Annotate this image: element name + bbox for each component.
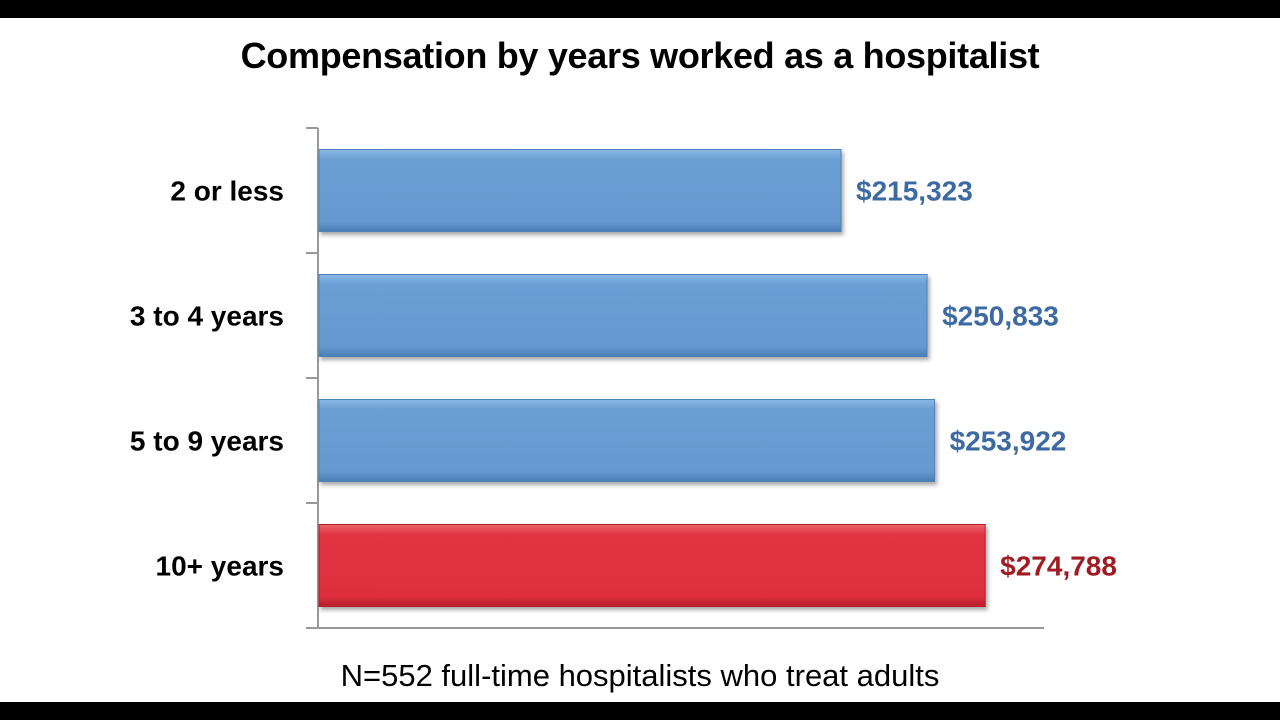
bar	[318, 274, 928, 357]
category-label: 10+ years	[156, 551, 284, 582]
labels: 2 or less $215,323 3 to 4 years $250,833 5 t…	[130, 176, 1117, 582]
bar	[318, 149, 842, 232]
data-label: $253,922	[950, 426, 1067, 457]
bars	[318, 149, 986, 607]
data-label: $250,833	[942, 301, 1059, 332]
category-label: 2 or less	[170, 176, 284, 207]
data-label: $274,788	[1000, 551, 1117, 582]
category-label: 3 to 4 years	[130, 301, 284, 332]
category-label: 5 to 9 years	[130, 426, 284, 457]
chart-title: Compensation by years worked as a hospit…	[240, 35, 1040, 76]
data-label: $215,323	[856, 176, 973, 207]
axes	[306, 127, 1044, 629]
bar	[318, 399, 936, 482]
sample-size-note: N=552 full-time hospitalists who treat a…	[340, 658, 940, 693]
bar	[318, 524, 986, 607]
slide: Compensation by years worked as a hospit…	[0, 18, 1280, 702]
bar-chart: 2 or less $215,323 3 to 4 years $250,833 5 t…	[130, 127, 1117, 629]
